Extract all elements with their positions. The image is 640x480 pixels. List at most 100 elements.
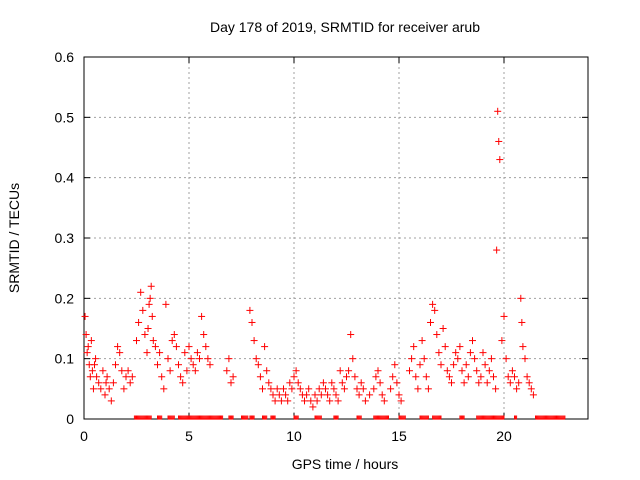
data-point: [317, 391, 325, 399]
data-point: [277, 397, 285, 405]
data-point: [397, 397, 405, 405]
data-point: [498, 337, 506, 345]
data-point: [301, 397, 308, 405]
data-point: [433, 331, 441, 339]
data-point: [357, 379, 365, 387]
data-point: [175, 361, 182, 369]
data-point: [315, 385, 323, 393]
data-point: [452, 349, 460, 357]
data-point: [206, 361, 214, 369]
data-point: [427, 318, 434, 326]
data-point: [179, 379, 187, 387]
data-point: [393, 379, 401, 387]
data-point: [84, 343, 92, 351]
data-point: [120, 385, 128, 393]
data-point: [406, 367, 413, 375]
data-point: [133, 337, 140, 345]
data-point: [248, 318, 256, 326]
data-point: [82, 331, 90, 339]
data-point: [170, 331, 178, 339]
data-point: [177, 373, 185, 381]
data-point: [122, 373, 130, 381]
data-point: [261, 343, 269, 351]
data-point: [116, 349, 124, 357]
data-point: [519, 343, 527, 351]
data-point: [429, 300, 437, 308]
zero-value-run: [270, 415, 276, 420]
data-point: [229, 373, 237, 381]
data-point: [518, 318, 526, 326]
data-point: [97, 385, 105, 393]
data-point: [391, 361, 399, 369]
data-point: [147, 282, 155, 290]
data-point: [303, 391, 311, 399]
data-point: [158, 373, 166, 381]
y-axis-label: SRMTID / TECUs: [6, 183, 22, 293]
data-point: [395, 391, 403, 399]
data-point: [462, 361, 470, 369]
data-point: [128, 373, 136, 381]
data-point: [525, 379, 533, 387]
x-tick-label: 10: [286, 428, 302, 444]
data-point: [313, 397, 321, 405]
data-point: [435, 349, 443, 357]
zero-value-run: [356, 415, 362, 420]
data-point: [187, 355, 195, 363]
data-point: [81, 312, 89, 320]
data-point: [479, 349, 487, 357]
data-point: [137, 288, 145, 296]
data-point: [307, 397, 315, 405]
data-point: [109, 379, 117, 387]
zero-value-run: [314, 415, 322, 420]
data-point: [347, 331, 355, 339]
data-point: [529, 391, 537, 399]
data-point: [380, 397, 388, 405]
data-point: [473, 367, 481, 375]
data-point: [143, 349, 151, 357]
data-point: [254, 361, 262, 369]
data-point: [322, 385, 329, 393]
data-point: [332, 391, 340, 399]
data-point: [87, 337, 95, 345]
data-point: [424, 385, 432, 393]
data-point: [156, 349, 164, 357]
data-point: [490, 373, 497, 381]
data-point: [114, 343, 122, 351]
data-point: [508, 367, 516, 375]
data-point: [445, 373, 453, 381]
data-point: [416, 361, 424, 369]
data-point: [141, 331, 149, 339]
data-point: [336, 367, 344, 375]
data-point: [267, 385, 275, 393]
data-point: [515, 379, 523, 387]
data-point: [164, 355, 172, 363]
zero-value-run: [373, 415, 389, 420]
data-point: [88, 367, 96, 375]
data-point: [305, 385, 313, 393]
data-point: [466, 349, 474, 357]
data-point: [345, 367, 353, 375]
zero-value-run: [167, 415, 175, 420]
zero-value-run: [228, 415, 234, 420]
data-point: [95, 379, 103, 387]
data-point: [99, 367, 107, 375]
data-point: [330, 385, 338, 393]
data-point: [502, 355, 510, 363]
y-tick-label: 0: [66, 411, 74, 427]
data-point: [422, 373, 430, 381]
data-point: [144, 325, 152, 332]
data-point: [460, 379, 468, 387]
data-point: [172, 343, 180, 351]
data-point: [487, 355, 495, 363]
data-point: [256, 373, 264, 381]
data-point: [437, 361, 445, 369]
data-point: [91, 361, 98, 369]
data-point: [198, 312, 206, 320]
data-point: [282, 391, 290, 399]
x-tick-label: 20: [496, 428, 512, 444]
data-point: [149, 337, 157, 345]
data-point: [263, 367, 271, 375]
data-point: [431, 306, 439, 314]
data-point: [513, 385, 521, 393]
data-point: [250, 337, 258, 345]
